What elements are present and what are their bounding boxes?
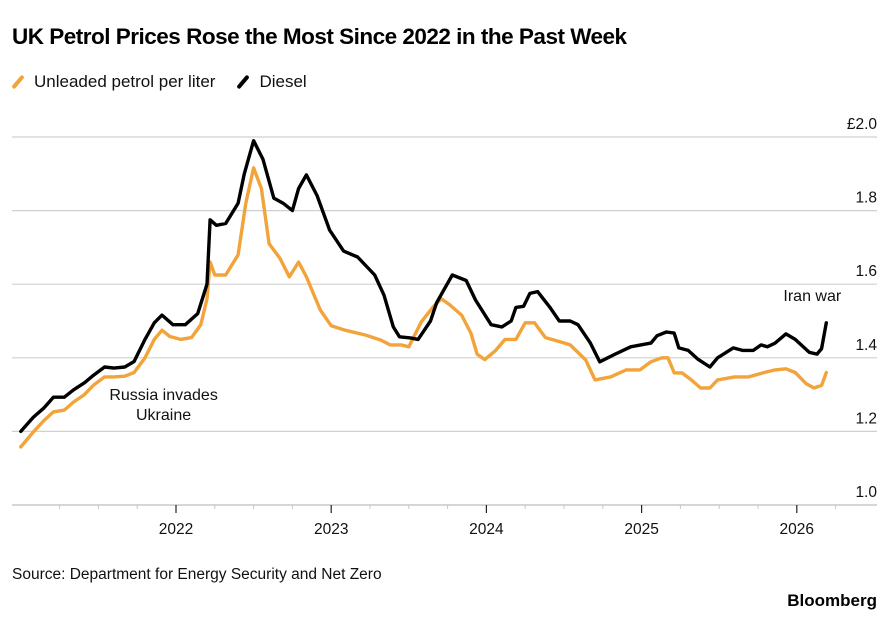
legend-label-diesel: Diesel <box>259 72 307 91</box>
x-tick-label: 2023 <box>314 521 348 538</box>
brand-logo: Bloomberg <box>787 591 877 610</box>
x-tick-label: 2025 <box>624 521 658 538</box>
annotation-line: Russia invades <box>109 387 218 404</box>
chart-title: UK Petrol Prices Rose the Most Since 202… <box>12 24 627 49</box>
source-note: Source: Department for Energy Security a… <box>12 566 382 583</box>
annotations: Russia invades Ukraine Iran war <box>109 288 842 424</box>
series-lines <box>19 139 828 449</box>
y-tick-label: 1.6 <box>855 263 877 280</box>
y-tick-label: 1.8 <box>855 190 877 207</box>
annotation-label: Iran war <box>783 288 841 305</box>
legend-label-petrol: Unleaded petrol per liter <box>34 72 216 91</box>
y-tick-label: 1.0 <box>855 484 877 501</box>
x-tick-label: 2026 <box>780 521 814 538</box>
annotation-line: Iran war <box>783 288 841 305</box>
legend-item-diesel: Diesel <box>236 72 307 92</box>
y-tick-label: £2.0 <box>847 116 878 133</box>
series-line-diesel <box>19 139 828 434</box>
legend-item-petrol: Unleaded petrol per liter <box>11 72 216 92</box>
x-axis: 2022 2023 2024 2025 2026 <box>12 504 877 538</box>
x-tick-label: 2022 <box>159 521 193 538</box>
y-axis-labels: £2.0 1.8 1.6 1.4 1.2 1.0 <box>847 116 878 501</box>
y-tick-label: 1.2 <box>855 410 877 427</box>
annotation-line: Ukraine <box>136 407 191 424</box>
series-line-petrol <box>19 166 828 449</box>
gridlines <box>12 136 877 432</box>
annotation-label: Russia invades Ukraine <box>109 387 218 424</box>
chart-legend: Unleaded petrol per liter Diesel <box>11 72 329 92</box>
x-tick-label: 2024 <box>469 521 504 538</box>
y-tick-label: 1.4 <box>855 337 877 354</box>
